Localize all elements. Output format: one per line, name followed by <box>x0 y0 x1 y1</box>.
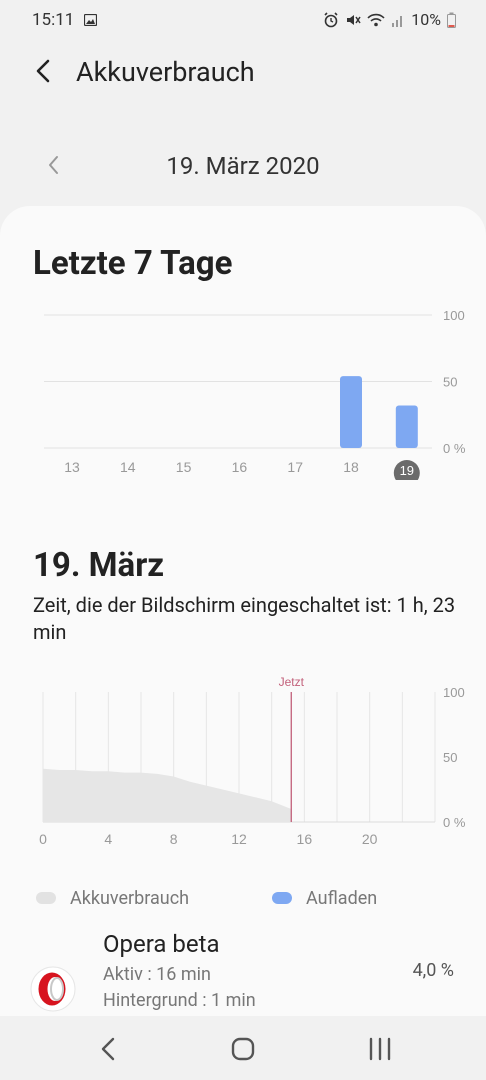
app-bar: Akkuverbrauch <box>0 48 486 98</box>
battery-percent: 10% <box>411 10 441 29</box>
x-tick-label: 16 <box>297 831 313 847</box>
x-tick-label: 16 <box>232 459 248 475</box>
nav-back-icon[interactable] <box>94 1036 124 1062</box>
status-time: 15:11 <box>32 10 75 30</box>
app-background-time: Hintergrund : 1 min <box>103 990 256 1011</box>
battery-icon <box>447 12 456 28</box>
daily-heading: 19. März <box>33 546 165 585</box>
y-tick-label: 100 <box>443 685 465 700</box>
page-title: Akkuverbrauch <box>76 56 255 88</box>
y-tick-label: 50 <box>443 750 457 765</box>
x-tick-label: 8 <box>170 831 178 847</box>
image-icon <box>84 14 97 26</box>
legend-usage-swatch <box>36 892 56 904</box>
y-tick-label: 0 % <box>443 815 466 830</box>
x-tick-label: 18 <box>343 459 359 475</box>
x-tick-label: 0 <box>39 831 47 847</box>
mute-icon <box>347 14 361 25</box>
x-tick-label: 4 <box>104 831 112 847</box>
status-icons: 10% <box>323 10 456 29</box>
y-tick-label: 0 % <box>443 441 466 456</box>
x-tick-label: 17 <box>287 459 303 475</box>
date-navigation: 19. März 2020 <box>0 140 486 190</box>
selected-day-marker <box>393 460 420 480</box>
y-tick-label: 100 <box>443 308 465 323</box>
now-marker-label: Jetzt <box>279 675 305 689</box>
x-tick-label: 14 <box>120 459 136 475</box>
x-tick-label: 19 <box>400 463 414 478</box>
screen-time-text: Zeit, die der Bildschirm eingeschaltet i… <box>33 593 456 644</box>
app-name: Opera beta <box>103 930 220 958</box>
x-tick-label: 15 <box>176 459 192 475</box>
nav-home-icon[interactable] <box>228 1036 258 1062</box>
weekly-bar-chart: 100 50 0 % 13 14 15 16 17 18 19 <box>44 308 466 480</box>
x-tick-label: 20 <box>362 831 378 847</box>
bar <box>340 376 362 448</box>
daily-usage-chart: 100 50 0 % 0 4 8 12 16 20 Jetzt <box>39 675 466 847</box>
chevron-left-icon[interactable] <box>42 152 66 178</box>
system-navigation-bar <box>0 1016 486 1080</box>
opera-beta-icon <box>30 966 76 1012</box>
status-bar: 15:11 10% <box>0 0 486 42</box>
legend-charging-label: Aufladen <box>306 887 378 909</box>
x-tick-label: 12 <box>231 831 247 847</box>
signal-icon <box>392 15 403 27</box>
bar <box>395 405 418 448</box>
selected-date: 19. März 2020 <box>166 152 320 180</box>
weekly-heading: Letzte 7 Tage <box>33 244 233 283</box>
legend-usage-label: Akkuverbrauch <box>70 887 190 909</box>
y-tick-label: 50 <box>443 375 457 390</box>
battery-usage-card: Letzte 7 Tage 100 50 0 % 13 14 15 16 17 18 19 19.… <box>0 206 486 1016</box>
legend-usage: Akkuverbrauch <box>36 883 189 913</box>
legend-charging-swatch <box>272 892 292 904</box>
app-usage-percent: 4,0 % <box>412 960 454 981</box>
battery-usage-area <box>43 768 292 822</box>
wifi-icon <box>367 13 385 26</box>
nav-recents-icon[interactable] <box>365 1036 395 1062</box>
x-tick-label: 13 <box>64 459 80 475</box>
legend-charging: Aufladen <box>272 883 377 913</box>
app-usage-row[interactable]: Opera beta Aktiv : 16 min Hintergrund : … <box>0 926 486 1016</box>
app-active-time: Aktiv : 16 min <box>103 964 211 985</box>
alarm-icon <box>324 11 338 27</box>
back-arrow-icon[interactable] <box>28 56 58 86</box>
